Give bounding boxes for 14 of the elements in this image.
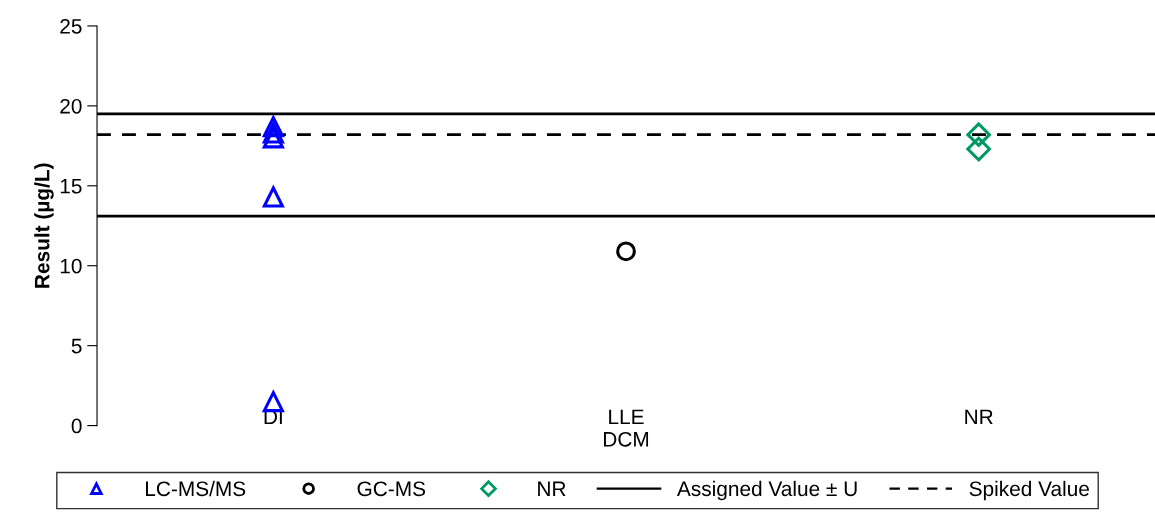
y-axis-title: Result (µg/L) bbox=[34, 163, 54, 288]
x-tick-label: LLE DCM bbox=[604, 409, 649, 447]
legend-label: GC-MS bbox=[357, 481, 426, 497]
legend-label: Spiked Value bbox=[969, 480, 1089, 501]
legend-label: NR bbox=[538, 481, 566, 496]
legend-label: LC-MS/MS bbox=[146, 480, 246, 497]
y-tick-label: 15 bbox=[60, 179, 82, 194]
y-tick-label: 25 bbox=[60, 18, 82, 34]
y-tick-label: 0 bbox=[71, 418, 82, 434]
y-tick-label: 20 bbox=[60, 98, 82, 114]
y-tick-label: 10 bbox=[60, 258, 82, 274]
x-tick-label: NR bbox=[965, 409, 993, 425]
y-tick-label: 5 bbox=[71, 338, 82, 354]
legend-label: Assigned Value ± U bbox=[676, 480, 857, 501]
